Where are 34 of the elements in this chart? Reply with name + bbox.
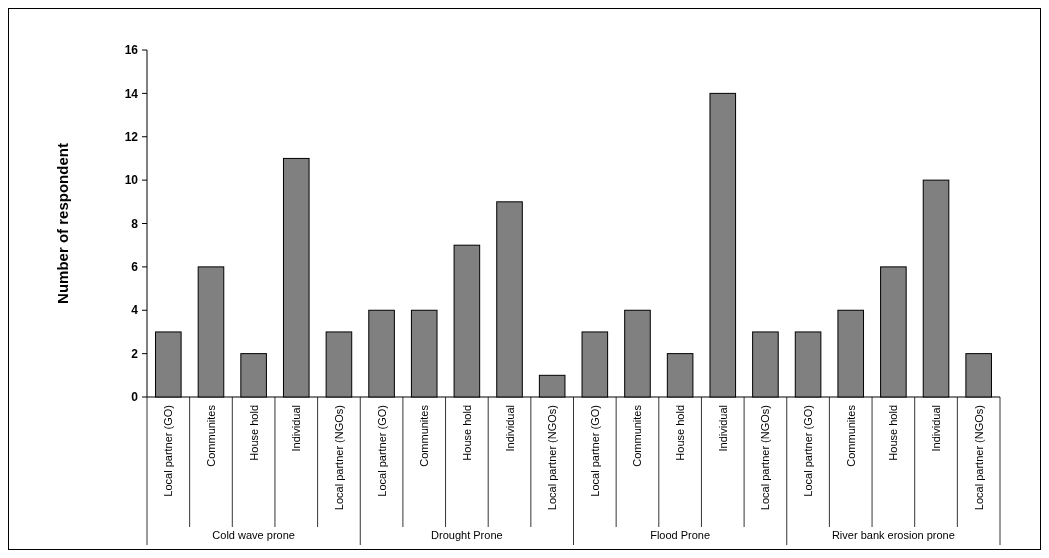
x-tick-label: Communites bbox=[204, 404, 217, 467]
x-tick-label: Individual bbox=[290, 405, 303, 452]
x-tick-label: Local partner (NGOs) bbox=[759, 405, 772, 511]
x-tick-label: House hold bbox=[887, 405, 900, 461]
x-tick-label: Communites bbox=[418, 404, 431, 467]
x-tick-label: Local partner (GO) bbox=[588, 405, 601, 497]
y-tick-label: 0 bbox=[131, 390, 139, 405]
y-axis-title: Number of respondent bbox=[54, 143, 71, 304]
x-tick-label: House hold bbox=[674, 405, 687, 461]
x-tick-label: Local partner (NGOs) bbox=[546, 405, 559, 511]
x-tick-label: Individual bbox=[716, 405, 729, 452]
y-tick-label: 14 bbox=[124, 86, 139, 101]
y-tick-label: 10 bbox=[124, 173, 139, 188]
x-tick-label: Communites bbox=[631, 404, 644, 467]
y-tick-label: 12 bbox=[124, 129, 139, 144]
x-tick-label: Local partner (NGOs) bbox=[332, 405, 345, 511]
text: Cold wave prone bbox=[212, 529, 295, 541]
x-tick-label: House hold bbox=[247, 405, 260, 461]
y-tick-label: 6 bbox=[131, 260, 139, 275]
text: River bank erosion prone bbox=[831, 529, 955, 541]
x-tick-label: Communites bbox=[844, 404, 857, 467]
text: Flood Prone bbox=[650, 529, 711, 541]
x-tick-label: Individual bbox=[503, 405, 516, 452]
y-tick-label: 8 bbox=[131, 216, 139, 231]
x-tick-label: Local partner (NGOs) bbox=[972, 405, 985, 511]
x-tick-label: House hold bbox=[460, 405, 473, 461]
x-tick-label: Local partner (GO) bbox=[162, 405, 175, 497]
y-tick-label: 2 bbox=[131, 346, 139, 361]
x-tick-label: Local partner (GO) bbox=[375, 405, 388, 497]
y-tick-label: 4 bbox=[131, 303, 139, 318]
text: Drought Prone bbox=[431, 529, 503, 541]
x-tick-label: Local partner (GO) bbox=[802, 405, 815, 497]
y-tick-label: 16 bbox=[124, 43, 139, 58]
x-tick-label: Individual bbox=[930, 405, 943, 452]
